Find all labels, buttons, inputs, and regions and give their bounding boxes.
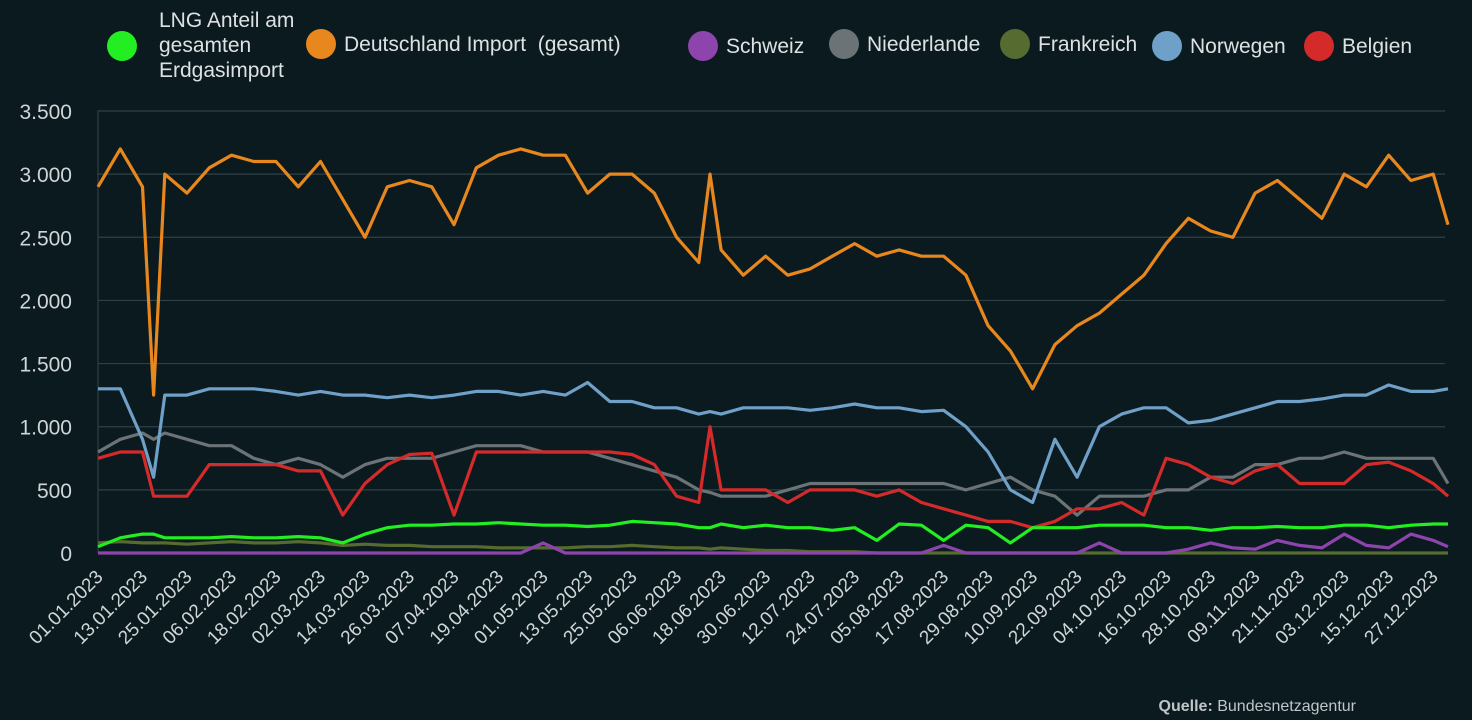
legend-dot-icon xyxy=(829,29,859,59)
y-tick-label: 500 xyxy=(37,480,72,503)
series-line-belgien xyxy=(97,425,1450,530)
legend-label: Frankreich xyxy=(1038,32,1138,56)
series-line-deutschland xyxy=(96,147,1450,397)
legend-item-schweiz[interactable]: Schweiz xyxy=(688,31,804,61)
legend-label: Norwegen xyxy=(1190,34,1286,58)
legend-dot-icon xyxy=(1304,31,1334,61)
series-line-lng xyxy=(97,519,1448,549)
x-axis: 01.01.202313.01.202325.01.202306.02.2023… xyxy=(25,567,1442,649)
y-tick-label: 1.000 xyxy=(19,417,72,440)
series-line-frankreich xyxy=(97,539,1448,555)
grid xyxy=(97,110,1445,553)
legend-dot-icon xyxy=(1000,29,1030,59)
series-line-schweiz xyxy=(98,532,1449,555)
series-line-niederlande xyxy=(97,431,1450,517)
legend-dot-icon xyxy=(107,30,137,61)
source-note: Quelle: Bundesnetzagentur xyxy=(1159,698,1356,716)
legend-label: Schweiz xyxy=(726,34,805,58)
legend-label: LNG Anteil am gesamten Erdgasimport xyxy=(159,9,295,82)
legend-item-lng[interactable]: LNG Anteil am gesamten Erdgasimport xyxy=(107,8,309,83)
legend-label: Niederlande xyxy=(867,32,981,56)
legend-label: Belgien xyxy=(1342,34,1413,58)
legend-label: Deutschland Import (gesamt) xyxy=(344,32,621,56)
y-tick-label: 3.000 xyxy=(19,164,72,187)
legend-item-norwegen[interactable]: Norwegen xyxy=(1152,31,1286,61)
y-tick-label: 3.500 xyxy=(19,101,72,124)
legend-item-belgien[interactable]: Belgien xyxy=(1304,31,1412,61)
source-label: Quelle: xyxy=(1158,698,1213,715)
legend-item-deutschland[interactable]: Deutschland Import (gesamt) xyxy=(306,29,621,59)
source-value: Bundesnetzagentur xyxy=(1217,698,1356,715)
y-tick-label: 2.500 xyxy=(19,227,72,250)
y-tick-label: 0 xyxy=(60,543,72,566)
legend-item-frankreich[interactable]: Frankreich xyxy=(1000,29,1137,59)
y-axis: 0 500 1.000 1.500 2.000 2.500 3.000 3.500 xyxy=(19,101,72,566)
legend-item-niederlande[interactable]: Niederlande xyxy=(829,29,980,59)
y-tick-label: 2.000 xyxy=(19,290,72,313)
legend-dot-icon xyxy=(688,31,718,61)
series-line-norwegen xyxy=(98,380,1449,505)
y-tick-label: 1.500 xyxy=(19,354,72,377)
series-lines xyxy=(96,147,1450,555)
legend-dot-icon xyxy=(306,29,336,59)
legend-dot-icon xyxy=(1152,31,1182,61)
